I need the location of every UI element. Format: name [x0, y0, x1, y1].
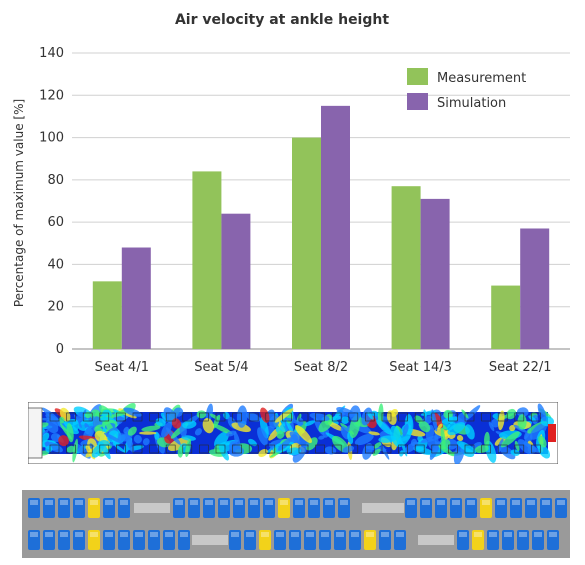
bar-measurement-5 [491, 285, 521, 349]
bar-simulation-5 [520, 228, 550, 349]
chart-title: Air velocity at ankle height [175, 12, 389, 28]
y-tick-label: 40 [47, 257, 64, 272]
bar-simulation-3 [321, 105, 350, 349]
bar-measurement-4 [391, 186, 421, 349]
bar-simulation-2 [221, 213, 251, 349]
y-tick-label: 140 [39, 46, 64, 61]
bars [92, 105, 550, 349]
legend-label-measurement: Measurement [437, 71, 526, 86]
y-axis-ticks: 0 20 40 60 80 100 120 140 [39, 46, 64, 357]
legend-swatch-simulation [407, 93, 428, 110]
seat-map-image [22, 490, 570, 558]
y-axis-label: Percentage of maximum value [%] [12, 99, 26, 307]
bar-measurement-1 [92, 281, 122, 349]
legend-swatch-measurement [407, 68, 428, 85]
y-tick-label: 100 [39, 131, 64, 146]
legend-label-simulation: Simulation [437, 96, 506, 111]
y-tick-label: 120 [39, 88, 64, 103]
bar-simulation-4 [420, 198, 450, 349]
x-tick-label: Seat 5/4 [194, 360, 248, 375]
x-tick-label: Seat 8/2 [294, 360, 348, 375]
legend: Measurement Simulation [407, 68, 526, 111]
x-axis-ticks: Seat 4/1 Seat 5/4 Seat 8/2 Seat 14/3 Seat 22… [95, 360, 552, 375]
x-tick-label: Seat 4/1 [95, 360, 149, 375]
y-tick-label: 60 [47, 215, 64, 230]
y-tick-label: 0 [56, 342, 64, 357]
bar-measurement-3 [292, 137, 321, 349]
x-tick-label: Seat 14/3 [389, 360, 452, 375]
y-tick-label: 20 [47, 300, 64, 315]
velocity-contour-image [28, 402, 558, 464]
bar-simulation-1 [121, 247, 151, 349]
bar-chart: Air velocity at ankle height 0 20 40 60 80 10… [12, 12, 570, 375]
y-tick-label: 80 [47, 173, 64, 188]
bar-measurement-2 [192, 171, 222, 349]
x-tick-label: Seat 22/1 [489, 360, 552, 375]
